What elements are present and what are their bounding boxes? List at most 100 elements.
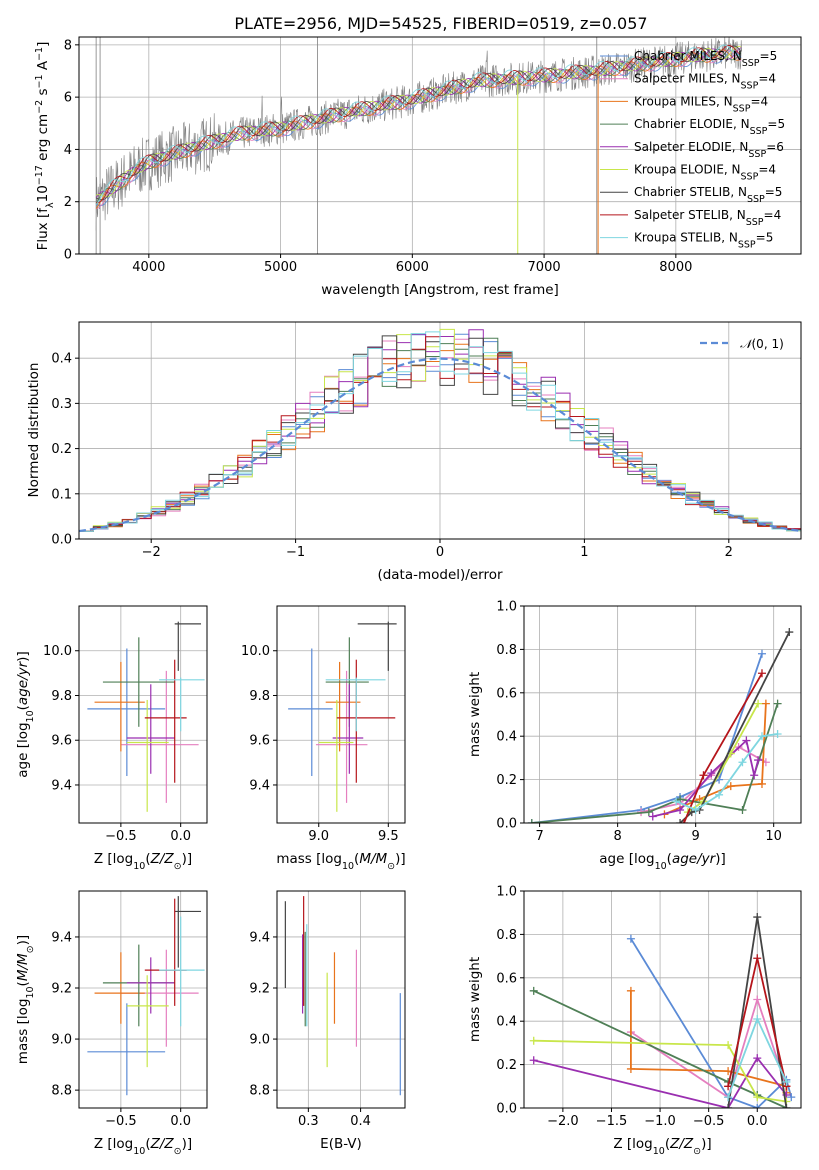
- weight-marker: [753, 1054, 762, 1063]
- weight-marker: [753, 1104, 762, 1108]
- x-axis-label: (data-model)/error: [377, 567, 503, 583]
- weight-marker: [785, 628, 794, 637]
- plot-area: [87, 621, 205, 812]
- y-tick-label: 9.6: [249, 734, 270, 749]
- y-tick-label: 0.6: [496, 686, 517, 701]
- axes-frame: [523, 890, 802, 1109]
- y-axis-label: mass weight: [467, 672, 483, 757]
- y-tick-label: 0: [64, 248, 72, 263]
- weight-line: [533, 989, 787, 1108]
- y-tick-label: 9.4: [51, 930, 72, 945]
- y-tick-label: 9.8: [51, 689, 72, 704]
- y-tick-label: 9.2: [51, 982, 72, 997]
- x-tick-label: −1: [286, 545, 305, 560]
- model-spectrum: [95, 50, 742, 206]
- x-tick-label: 0.0: [747, 1114, 768, 1129]
- x-tick-label: 9.0: [308, 829, 329, 844]
- legend-label: 𝒩(0, 1): [740, 337, 784, 351]
- x-tick-label: −1.5: [596, 1114, 628, 1129]
- y-tick-label: 0.8: [496, 643, 517, 658]
- y-tick-label: 0.0: [496, 817, 517, 832]
- legend-label: Salpeter ELODIE, NSSP=6: [634, 140, 784, 160]
- weight-marker: [742, 736, 751, 745]
- weight-line: [630, 998, 788, 1099]
- weight-marker: [679, 819, 688, 823]
- y-tick-label: 9.6: [51, 734, 72, 749]
- axes-weight_vs_Z: −2.0 −1.5 −1.0 −0.5 0.0 0.0 0.2 0.4 0.6 0.8 1.0 Z […: [467, 885, 802, 1157]
- axes-frame: [78, 605, 208, 824]
- y-axis-label: mass weight: [467, 957, 483, 1042]
- x-axis-label: age [log10(age/yr)]: [599, 851, 725, 872]
- legend: 𝒩(0, 1): [700, 337, 784, 351]
- y-tick-label: 0.0: [496, 1102, 517, 1117]
- y-tick-label: 0.4: [51, 352, 72, 367]
- x-axis-label: mass [log10(M/M⊙)]: [276, 851, 405, 872]
- x-tick-label: 2: [725, 545, 733, 560]
- x-tick-label: 0.3: [298, 1114, 319, 1129]
- weight-marker: [773, 730, 782, 739]
- legend-label: Salpeter MILES, NSSP=4: [634, 72, 776, 92]
- y-axis-label: Flux [fλ10−17 erg cm−2 s−1 A−1]: [34, 42, 56, 251]
- axes-mass_vs_EBV: 0.3 0.4 8.8 9.0 9.2 9.4 E(B-V): [249, 890, 406, 1152]
- legend-label: Kroupa MILES, NSSP=4: [634, 94, 768, 114]
- gridlines: [524, 605, 801, 824]
- y-tick-label: 2: [64, 195, 72, 210]
- x-tick-label: 7: [535, 829, 543, 844]
- figure-title: PLATE=2956, MJD=54525, FIBERID=0519, z=0…: [234, 14, 647, 33]
- residual-histogram: [79, 331, 801, 532]
- x-tick-label: −0.5: [105, 829, 137, 844]
- plot-area: [284, 896, 401, 1096]
- x-axis-label: Z [log10(Z/Z⊙)]: [613, 1136, 711, 1157]
- weight-marker: [529, 1056, 538, 1065]
- legend-label: Chabrier ELODIE, NSSP=5: [634, 117, 785, 137]
- weight-marker: [738, 758, 747, 767]
- gridlines: [79, 891, 207, 1108]
- y-tick-label: 9.4: [249, 778, 270, 793]
- y-tick-label: 9.4: [249, 930, 270, 945]
- weight-marker: [676, 819, 685, 823]
- axes-spectrum: 4000 5000 6000 7000 8000 0 2 4 6 8 wavelength [Ang…: [34, 36, 802, 298]
- x-axis-label: wavelength [Angstrom, rest frame]: [321, 282, 559, 298]
- y-tick-label: 0.4: [496, 1015, 517, 1030]
- weight-marker: [626, 986, 635, 995]
- weight-marker: [724, 1041, 733, 1050]
- x-tick-label: 0: [436, 545, 444, 560]
- model-spectrum: [96, 45, 742, 204]
- weight-marker: [750, 771, 759, 780]
- x-tick-label: −2: [142, 545, 161, 560]
- weight-marker: [754, 756, 763, 765]
- y-tick-label: 0.6: [496, 971, 517, 986]
- x-axis-label: Z [log10(Z/Z⊙)]: [94, 1136, 192, 1157]
- y-tick-label: 9.0: [51, 1033, 72, 1048]
- x-tick-label: 0.0: [170, 1114, 191, 1129]
- x-tick-label: 1: [580, 545, 588, 560]
- model-spectrum: [95, 44, 742, 205]
- y-tick-label: 8: [64, 38, 72, 53]
- y-tick-label: 9.8: [249, 689, 270, 704]
- x-tick-label: 4000: [132, 260, 165, 275]
- weight-marker: [699, 771, 708, 780]
- weight-marker: [672, 797, 681, 806]
- normal-reference-curve: [79, 357, 801, 533]
- y-tick-label: 10.0: [241, 644, 270, 659]
- axes-frame: [78, 890, 208, 1109]
- x-tick-label: 0.4: [350, 1114, 371, 1129]
- model-spectrum: [95, 45, 742, 198]
- weight-line: [533, 1057, 788, 1108]
- y-tick-label: 0.0: [51, 533, 72, 548]
- x-tick-label: 9: [692, 829, 700, 844]
- weight-marker: [754, 699, 763, 708]
- weight-marker: [648, 812, 657, 821]
- y-tick-label: 0.2: [51, 442, 72, 457]
- weight-marker: [753, 1015, 762, 1024]
- y-tick-label: 9.2: [249, 982, 270, 997]
- y-tick-label: 6: [64, 91, 72, 106]
- weight-marker: [761, 699, 770, 708]
- legend-label: Chabrier STELIB, NSSP=5: [634, 185, 782, 205]
- legend-label: Chabrier MILES, NSSP=5: [634, 49, 777, 69]
- observed-spectrum: [95, 37, 742, 231]
- x-tick-label: 9.5: [378, 829, 399, 844]
- y-tick-label: 9.4: [51, 778, 72, 793]
- y-tick-label: 0.8: [496, 928, 517, 943]
